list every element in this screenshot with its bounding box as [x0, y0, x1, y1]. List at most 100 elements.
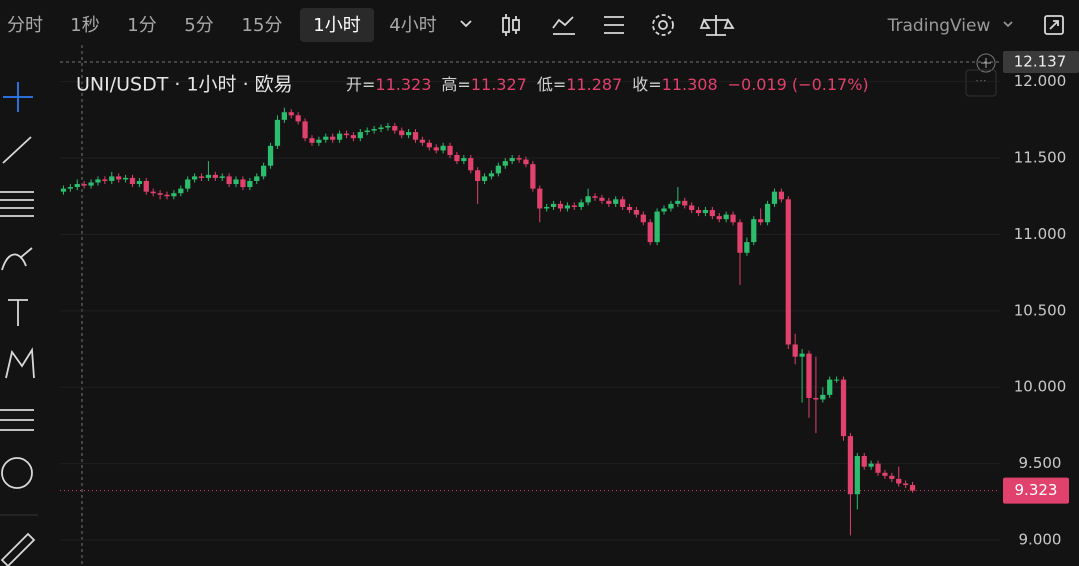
candle-body [751, 219, 757, 243]
ruler-tool[interactable] [0, 532, 36, 566]
layout-icon[interactable] [604, 16, 624, 34]
candle-body [150, 191, 156, 194]
candle-body [613, 199, 619, 204]
legend-label: 低= [537, 75, 566, 94]
candle-body [475, 170, 481, 181]
candle-body [502, 161, 508, 166]
trendline-tool[interactable] [2, 136, 32, 164]
brand-link[interactable]: TradingView [887, 16, 991, 36]
candle-body [164, 194, 170, 197]
candle-body [288, 112, 294, 116]
fib-tool[interactable] [0, 191, 34, 217]
candle-body [316, 139, 322, 143]
candle-body [178, 188, 184, 194]
emoji-tool[interactable] [1, 457, 33, 489]
candle-body [240, 179, 246, 188]
candle-body [274, 119, 281, 146]
candle-body [744, 242, 750, 253]
interval-button[interactable]: 1秒 [70, 15, 99, 36]
candle-body [254, 176, 260, 181]
candle-body [261, 165, 267, 177]
candle-body [281, 112, 287, 120]
candle-body [171, 193, 177, 197]
interval-dropdown[interactable] [460, 20, 472, 28]
candle-body [661, 208, 667, 212]
interval-button[interactable]: 5分 [184, 15, 213, 36]
candle-body [799, 353, 805, 357]
legend-value: 11.327 [471, 75, 527, 94]
candle-body [116, 176, 122, 180]
candle-body [143, 180, 149, 192]
crosshair-tool[interactable] [3, 82, 33, 112]
candle-body [778, 191, 785, 200]
candle-body [695, 210, 702, 214]
candle-body [654, 211, 660, 243]
interval-button[interactable]: 4小时 [389, 15, 436, 36]
candle-body [716, 216, 722, 220]
candle-body [405, 132, 412, 136]
candle-body [157, 193, 163, 195]
pattern-tool[interactable] [5, 347, 35, 379]
projection-tool[interactable] [0, 409, 34, 431]
candle-body [495, 165, 501, 174]
candle-body [537, 188, 543, 209]
text-tool[interactable] [8, 299, 28, 326]
candle-body [675, 200, 681, 204]
crosshair-price-tag [1003, 51, 1079, 73]
candle-body [840, 379, 847, 437]
brush-tool[interactable] [1, 247, 33, 271]
candle-body [302, 121, 308, 139]
candle-body [896, 478, 902, 484]
candle-body [785, 199, 791, 345]
candle-body [668, 203, 674, 209]
legend-value: 11.323 [375, 75, 431, 94]
candle-body [433, 147, 439, 151]
candle-body [564, 205, 571, 209]
legend-label: 开= [346, 75, 375, 94]
candle-body [212, 174, 218, 178]
candle-body [185, 179, 191, 189]
drawing-tools[interactable] [0, 82, 36, 566]
candle-body [689, 205, 695, 211]
toolbar-icons[interactable] [460, 14, 1064, 36]
candle-body [67, 187, 73, 189]
candle-body [205, 174, 212, 178]
more-button[interactable] [965, 69, 997, 97]
candle-body [461, 158, 467, 162]
candle-body [875, 463, 881, 473]
settings-icon[interactable] [652, 14, 674, 36]
interval-button[interactable]: 分时 [7, 15, 43, 36]
interval-button[interactable]: 1分 [127, 15, 156, 36]
candle-body [509, 158, 515, 162]
candle-body [737, 222, 743, 253]
candle-body [530, 164, 536, 189]
candle-body [336, 133, 343, 140]
candle-body [343, 133, 350, 136]
candle-body [592, 196, 598, 198]
candle-body [440, 145, 446, 151]
candle-body [198, 176, 205, 178]
brand-dropdown [1003, 21, 1013, 28]
candle-body [709, 210, 715, 217]
interval-button[interactable]: 1小时 [313, 15, 360, 36]
y-tick-label: 11.000 [1014, 225, 1067, 243]
candle-body [833, 379, 840, 381]
crosshair-price-label: 12.137 [1014, 53, 1067, 71]
y-tick-label: 12.000 [1014, 72, 1067, 90]
candle-body [191, 176, 198, 180]
fullscreen-icon[interactable] [1044, 15, 1064, 35]
interval-button[interactable]: 15分 [242, 15, 283, 36]
candle-body [371, 129, 377, 131]
candle-body [419, 139, 426, 143]
candle-body [412, 132, 419, 140]
candle-body [771, 191, 778, 204]
candle-body [550, 203, 557, 207]
y-tick-label: 10.000 [1014, 378, 1067, 396]
add-button[interactable] [976, 53, 996, 73]
balance-icon[interactable] [699, 15, 735, 36]
candle-body [585, 196, 591, 203]
candle-type-icon[interactable] [502, 14, 520, 36]
indicator-icon[interactable] [552, 16, 575, 35]
add-icon [981, 58, 991, 68]
